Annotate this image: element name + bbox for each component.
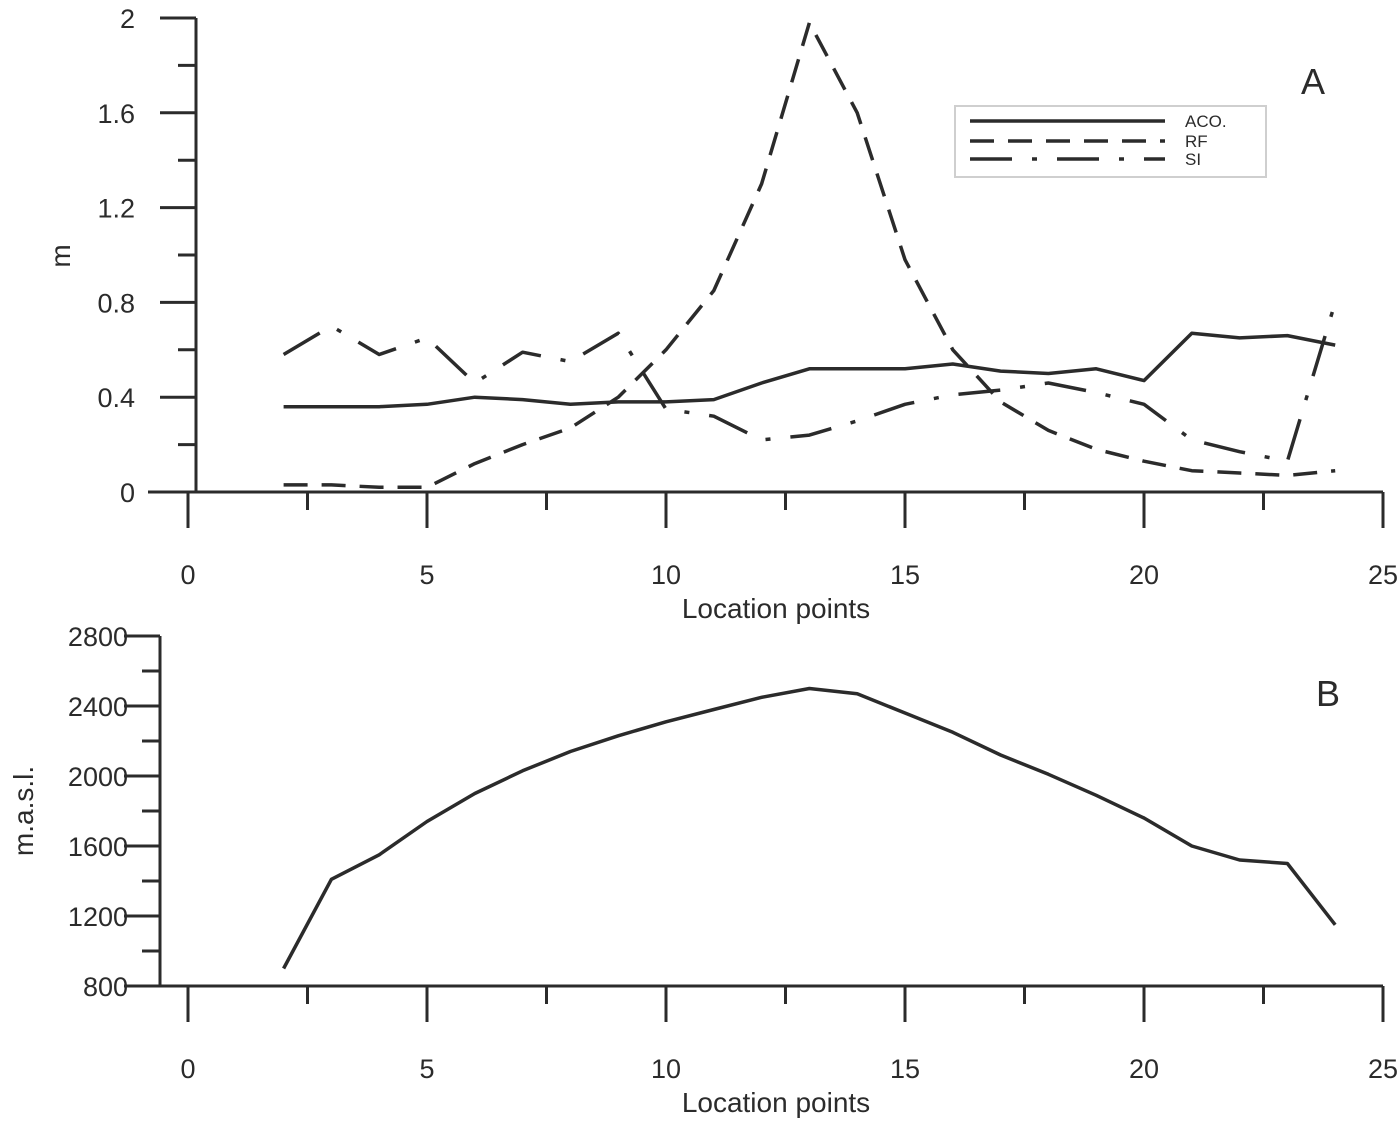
- panel-b-y-tick-label: 2400: [68, 692, 128, 722]
- panel-b-x-axis-title: Location points: [682, 1087, 870, 1118]
- panel-a-label: A: [1301, 61, 1325, 102]
- panel-a-x-tick-label: 10: [651, 560, 681, 590]
- panel-a-y-tick-label: 0.4: [97, 383, 135, 413]
- panel-a-chart: 0 5 10 15 20 25 0 0.4 0.8 1.2 1.6 2 Location points…: [45, 4, 1398, 624]
- panel-b-x-tick-label: 5: [419, 1054, 434, 1084]
- panel-a-y-tick-label: 0.8: [97, 288, 135, 318]
- panel-b-y-tick-label: 2000: [68, 762, 128, 792]
- legend-label-aco: ACO.: [1185, 112, 1227, 131]
- panel-b-y-axis-title: m.a.s.l.: [8, 766, 39, 856]
- panel-a-y-tick-label: 1.2: [97, 194, 135, 224]
- panel-a-series-si-line: [282, 301, 1337, 463]
- panel-a-series: [282, 20, 1337, 490]
- panel-b-x-tick-label: 20: [1129, 1054, 1159, 1084]
- panel-a-x-tick-label: 5: [419, 560, 434, 590]
- panel-b-axes: 0 5 10 15 20 25 800 1200 1600 2000 2400 2800: [68, 622, 1398, 1084]
- panel-b-series: [282, 686, 1337, 970]
- panel-a-legend: ACO. RF SI: [954, 105, 1267, 178]
- panel-a-x-tick-label: 20: [1129, 560, 1159, 590]
- panel-b-series-elevation-line: [282, 686, 1337, 970]
- panel-b-label: B: [1316, 673, 1340, 714]
- panel-a-x-axis-title: Location points: [682, 593, 870, 624]
- panel-a-y-axis-title: m: [45, 244, 76, 267]
- panel-a-series-rf-line: [283, 20, 1336, 490]
- panel-a-x-tick-label: 0: [180, 560, 195, 590]
- panel-a-axes: 0 5 10 15 20 25 0 0.4 0.8 1.2 1.6 2: [97, 4, 1398, 590]
- panel-b-x-tick-label: 10: [651, 1054, 681, 1084]
- panel-b-chart: 0 5 10 15 20 25 800 1200 1600 2000 2400 2800 Locati…: [8, 622, 1398, 1118]
- panel-a-x-tick-label: 15: [890, 560, 920, 590]
- panel-b-y-tick-label: 1600: [68, 832, 128, 862]
- legend-label-si: SI: [1185, 150, 1201, 169]
- panel-b-x-tick-label: 25: [1368, 1054, 1398, 1084]
- panel-a-y-tick-label: 2: [120, 4, 135, 34]
- panel-a-y-tick-label: 1.6: [97, 99, 135, 129]
- panel-b-y-tick-label: 2800: [68, 622, 128, 652]
- panel-a-y-tick-label: 0: [120, 478, 135, 508]
- panel-a-x-tick-label: 25: [1368, 560, 1398, 590]
- legend-box: [954, 105, 1267, 178]
- panel-b-x-tick-label: 0: [180, 1054, 195, 1084]
- panel-b-y-tick-label: 800: [83, 972, 128, 1002]
- panel-a-series-aco-line: [283, 331, 1336, 409]
- legend-label-rf: RF: [1185, 132, 1208, 151]
- panel-b-x-tick-label: 15: [890, 1054, 920, 1084]
- panel-b-y-tick-label: 1200: [68, 902, 128, 932]
